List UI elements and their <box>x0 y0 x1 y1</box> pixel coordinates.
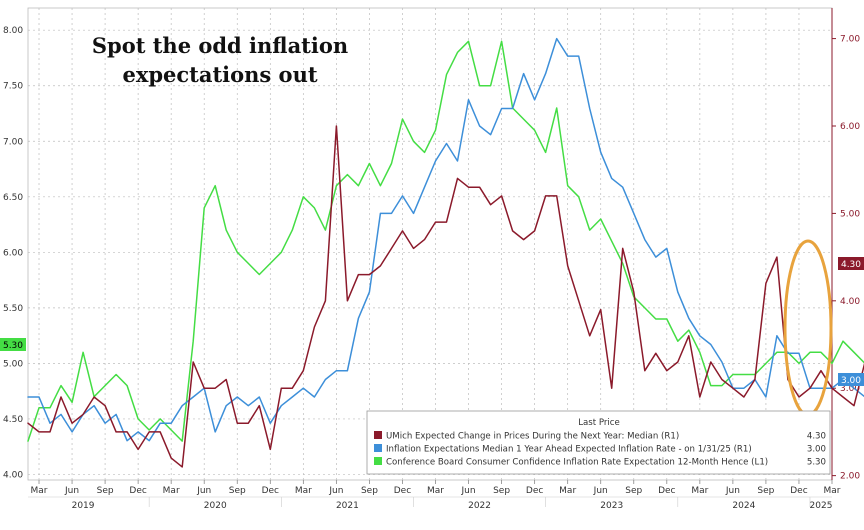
year-label: 2022 <box>468 501 491 511</box>
legend-value-umich: 4.30 <box>807 432 826 442</box>
legend-label-umich: UMich Expected Change in Prices During t… <box>386 432 679 442</box>
x-tick-label: Jun <box>461 486 476 496</box>
series-layer <box>27 37 864 468</box>
x-tick-label: Mar <box>824 486 841 496</box>
right-badge-ny-fed: 3.00 <box>838 373 864 386</box>
right-badge-umich-text: 4.30 <box>841 260 861 270</box>
right-tick-label: 6.00 <box>840 122 860 132</box>
x-tick-label: Dec <box>790 486 807 496</box>
year-label: 2025 <box>810 501 833 511</box>
x-tick-label: Sep <box>229 486 246 496</box>
left-tick-label: 4.00 <box>3 470 23 480</box>
x-tick-label: Dec <box>658 486 675 496</box>
x-tick-label: Jun <box>593 486 608 496</box>
legend: Last Price UMich Expected Change in Pric… <box>366 410 831 475</box>
right-tick-label: 3.00 <box>840 384 860 394</box>
right-tick-label: 5.00 <box>840 209 860 219</box>
legend-label-ny-fed: Inflation Expectations Median 1 Year Ahe… <box>386 445 752 455</box>
year-label: 2024 <box>732 501 755 511</box>
grid-layer <box>28 8 832 480</box>
legend-swatch-ny-fed <box>374 444 382 452</box>
chart-title-line-2: expectations out <box>122 62 317 87</box>
left-badge-conference-board: 5.30 <box>0 338 26 351</box>
right-tick-label: 2.00 <box>840 472 860 482</box>
left-tick-label: 5.50 <box>3 304 23 314</box>
legend-header: Last Price <box>578 418 620 428</box>
series-line-2 <box>27 40 864 442</box>
x-tick-label: Sep <box>361 486 378 496</box>
x-tick-label: Jun <box>196 486 211 496</box>
x-tick-label: Jun <box>725 486 740 496</box>
x-tick-label: Sep <box>625 486 642 496</box>
legend-swatch-conference-board <box>374 457 382 465</box>
x-tick-label: Mar <box>427 486 444 496</box>
left-axis-ticks: 4.00 4.50 5.00 5.50 6.00 6.50 7.00 7.50 8.00 <box>3 26 23 480</box>
left-tick-label: 7.00 <box>3 137 23 147</box>
right-badge-umich: 4.30 <box>838 257 864 270</box>
x-tick-label: Mar <box>559 486 576 496</box>
right-tick-label: 4.00 <box>840 297 860 307</box>
legend-label-conference-board: Conference Board Consumer Confidence Inf… <box>386 458 768 468</box>
x-tick-label: Mar <box>691 486 708 496</box>
year-label: 2023 <box>600 501 623 511</box>
x-tick-label: Dec <box>526 486 543 496</box>
x-tick-label: Sep <box>97 486 114 496</box>
year-label: 2019 <box>72 501 95 511</box>
x-axis-ticks: Mar Jun Sep Dec Mar Jun Sep Dec Mar Jun Sep Dec Mar J… <box>31 480 841 496</box>
left-tick-label: 5.00 <box>3 359 23 369</box>
legend-value-ny-fed: 3.00 <box>807 445 826 455</box>
x-tick-label: Mar <box>163 486 180 496</box>
left-tick-label: 6.00 <box>3 248 23 258</box>
x-tick-label: Sep <box>757 486 774 496</box>
legend-value-conference-board: 5.30 <box>807 458 826 468</box>
x-tick-label: Dec <box>129 486 146 496</box>
series-line-1 <box>27 37 864 442</box>
x-tick-label: Jun <box>64 486 79 496</box>
right-badge-ny-fed-text: 3.00 <box>841 376 861 386</box>
x-tick-label: Jun <box>328 486 343 496</box>
left-tick-label: 4.50 <box>3 415 23 425</box>
left-tick-label: 8.00 <box>3 26 23 36</box>
left-tick-label: 6.50 <box>3 193 23 203</box>
left-badge-text: 5.30 <box>3 341 23 351</box>
legend-swatch-umich <box>374 431 382 439</box>
right-axis-ticks: 2.00 3.00 4.00 5.00 6.00 7.00 <box>832 35 860 482</box>
x-tick-label: Dec <box>262 486 279 496</box>
x-tick-label: Sep <box>493 486 510 496</box>
left-tick-label: 7.50 <box>3 82 23 92</box>
chart-title-line-1: Spot the odd inflation <box>92 33 348 58</box>
x-tick-label: Dec <box>394 486 411 496</box>
year-label: 2020 <box>204 501 227 511</box>
right-tick-label: 7.00 <box>840 35 860 45</box>
x-tick-label: Mar <box>295 486 312 496</box>
x-axis-year-labels: 2019 2020 2021 2022 2023 2024 2025 <box>28 496 833 511</box>
x-tick-label: Mar <box>31 486 48 496</box>
year-label: 2021 <box>336 501 359 511</box>
